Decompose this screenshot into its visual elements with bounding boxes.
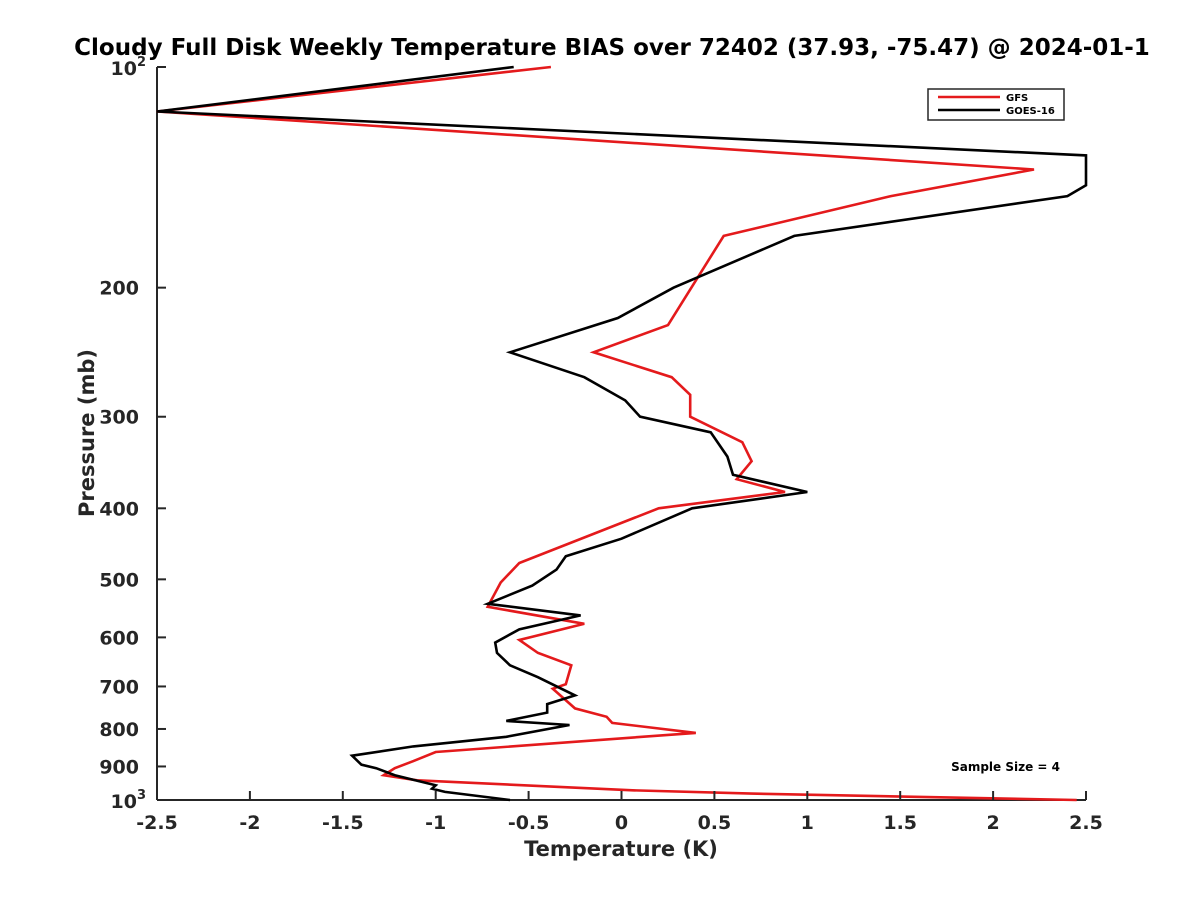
plot-area: -2.5 -2 -1.5 -1 -0.5 0 0.5 1 1.5 2 2.5 200 300 400 50… [99, 55, 1103, 834]
y-decade-tick-label: 102 [111, 55, 147, 80]
y-tick-label: 300 [99, 407, 139, 429]
y-tick-label: 600 [99, 627, 139, 649]
y-decade-tick-label: 103 [111, 788, 147, 813]
tick-base: 10 [111, 791, 137, 813]
chart-title: Cloudy Full Disk Weekly Temperature BIAS… [74, 35, 1150, 61]
x-axis-label: Temperature (K) [524, 837, 718, 861]
tick-exponent: 3 [137, 788, 146, 803]
sample-size-note: Sample Size = 4 [951, 760, 1060, 774]
y-tick-label: 200 [99, 278, 139, 300]
y-tick-label: 400 [99, 498, 139, 520]
tick-base: 10 [111, 58, 137, 80]
x-tick-label: -1 [425, 812, 446, 834]
y-tick-label: 700 [99, 676, 139, 698]
series-layer [156, 65, 1088, 802]
tick-exponent: 2 [137, 55, 146, 70]
x-tick-label: 1 [801, 812, 814, 834]
y-tick-label: 800 [99, 719, 139, 741]
series-line-goes-16 [156, 65, 1088, 802]
x-tick-label: -1.5 [322, 812, 364, 834]
series-line-gfs [156, 65, 1077, 802]
x-tick-label: -2.5 [136, 812, 178, 834]
x-tick-label: 2 [986, 812, 999, 834]
legend: GFS GOES-16 [927, 88, 1065, 121]
x-tick-label: -0.5 [508, 812, 550, 834]
legend-label-goes-16: GOES-16 [1006, 106, 1055, 117]
x-axis-ticks: -2.5 -2 -1.5 -1 -0.5 0 0.5 1 1.5 2 2.5 [136, 791, 1103, 834]
x-tick-label: 0.5 [698, 812, 732, 834]
y-axis-label: Pressure (mb) [75, 349, 99, 517]
y-tick-label: 900 [99, 756, 139, 778]
x-tick-label: 2.5 [1069, 812, 1103, 834]
x-tick-label: 0 [615, 812, 628, 834]
y-tick-label: 500 [99, 569, 139, 591]
legend-box [927, 88, 1065, 121]
legend-label-gfs: GFS [1006, 93, 1028, 104]
x-tick-label: -2 [239, 812, 260, 834]
x-tick-label: 1.5 [883, 812, 917, 834]
